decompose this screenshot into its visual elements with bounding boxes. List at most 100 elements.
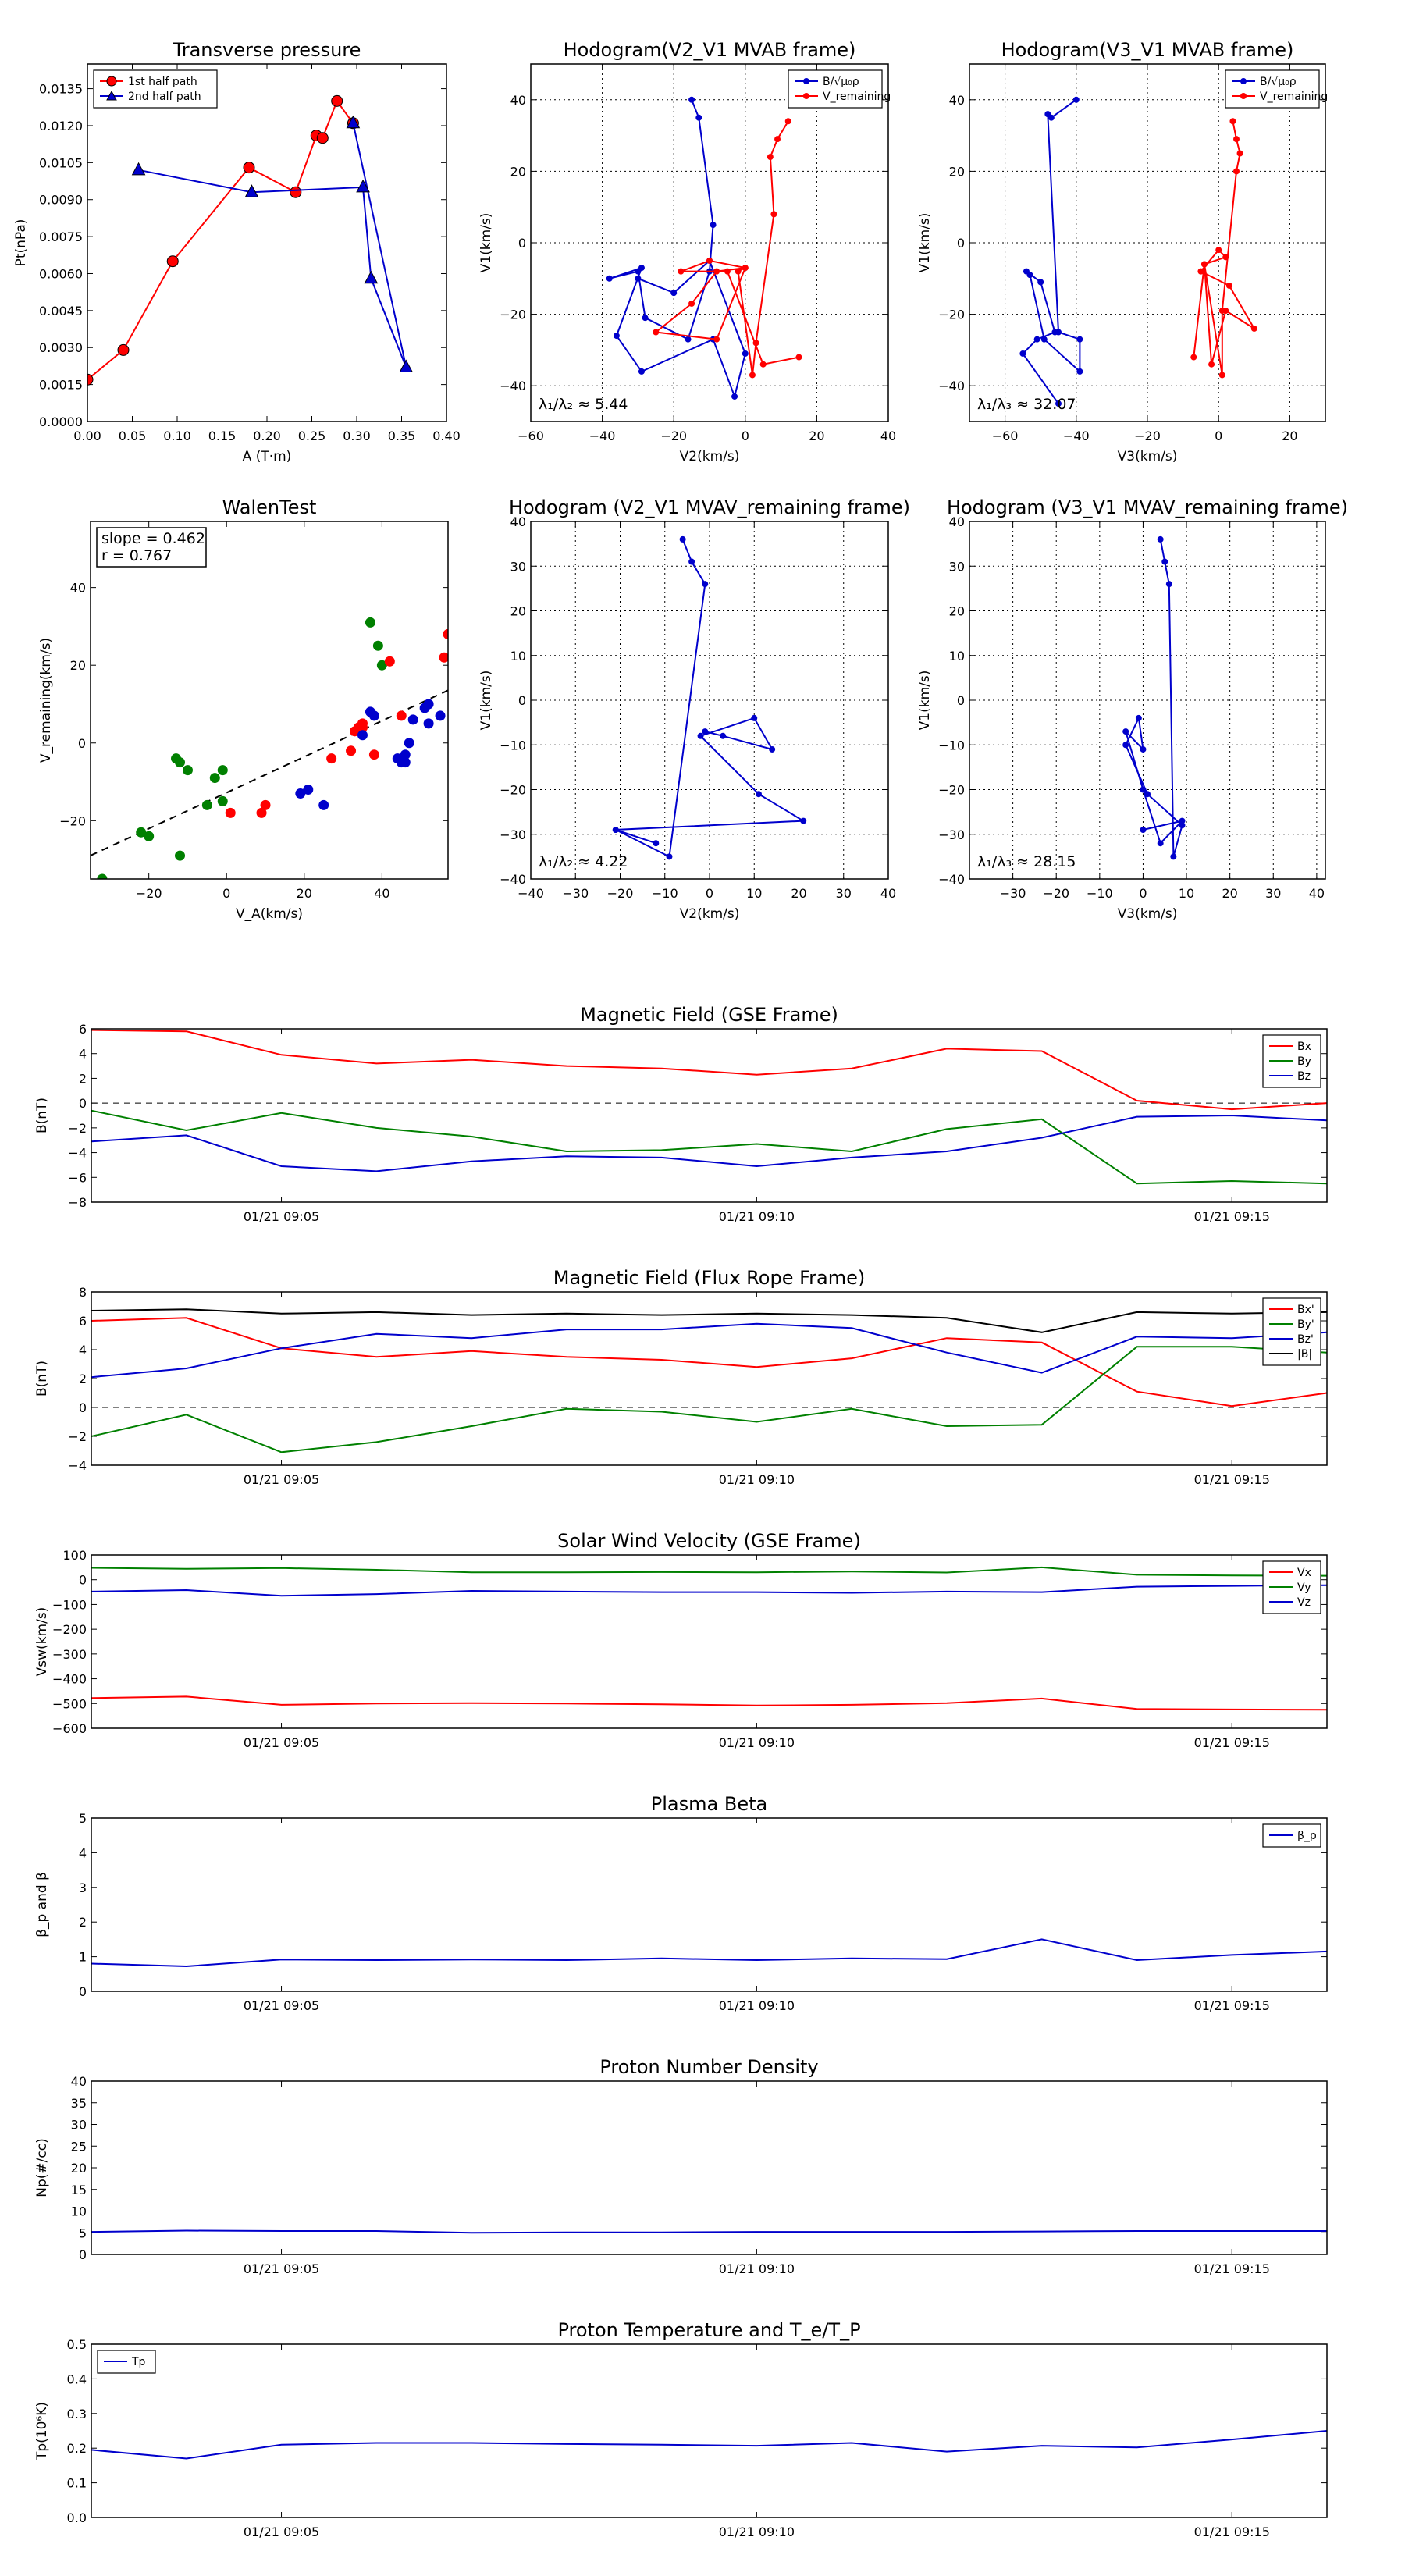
data-point <box>1215 247 1222 254</box>
y-tick-label: 6 <box>79 1022 87 1037</box>
series-v-remaining <box>653 118 802 379</box>
y-tick-label: 0.0015 <box>39 378 83 393</box>
data-point <box>290 186 302 198</box>
x-tick-label: 01/21 09:15 <box>1194 1209 1270 1224</box>
data-point <box>1051 329 1058 336</box>
legend: B/√μ₀ρ V_remaining <box>788 69 891 109</box>
axes: 01/21 09:05 01/21 09:10 01/21 09:15 −600 −50… <box>52 1548 1327 1750</box>
y-tick-label: 15 <box>71 2183 87 2197</box>
x-axis-label: V2(km/s) <box>680 906 740 922</box>
y-tick-label: 0 <box>957 236 965 251</box>
y-tick-label: 0 <box>79 2247 87 2262</box>
data-point <box>612 827 619 834</box>
series-1 <box>612 827 660 847</box>
data-point <box>638 368 645 375</box>
data-point <box>742 350 749 357</box>
x-axis-label: V_A(km/s) <box>236 906 303 922</box>
series-vy <box>91 1566 1327 1577</box>
y-tick-label: −600 <box>52 1721 87 1736</box>
y-tick-label: 40 <box>71 2074 87 2089</box>
data-point <box>364 270 379 284</box>
y-tick-label: −30 <box>938 827 965 842</box>
data-point <box>1161 558 1168 565</box>
x-tick-label: 0 <box>1215 429 1222 443</box>
data-point <box>175 757 185 768</box>
series-1 <box>225 628 448 818</box>
data-point <box>724 268 731 275</box>
y-tick-label: 10 <box>949 649 965 664</box>
axes: 0.00 0.05 0.10 0.15 0.20 0.25 0.30 0.35 0.40 0.00… <box>39 64 461 443</box>
y-tick-label: −20 <box>500 308 526 322</box>
plot-frame <box>530 521 889 880</box>
y-tick-label: −400 <box>52 1672 87 1687</box>
series-2nd-half-path <box>131 115 414 373</box>
data-point <box>774 136 781 143</box>
legend-frame <box>1225 69 1320 109</box>
y-tick-label: 0.0045 <box>39 304 83 318</box>
x-tick-label: 0.30 <box>343 429 371 443</box>
series-by <box>91 1109 1327 1185</box>
legend: Tp <box>97 2350 156 2374</box>
x-tick-label: 40 <box>1309 886 1325 901</box>
series-vz <box>91 1584 1327 1597</box>
y-tick-label: 20 <box>71 2161 87 2176</box>
data-point <box>606 275 613 282</box>
data-point <box>679 535 686 543</box>
y-axis-label: V1(km/s) <box>478 671 494 731</box>
y-tick-label: 0.0000 <box>39 415 83 429</box>
data-point <box>144 831 155 841</box>
series-line <box>91 1346 1327 1453</box>
axes: −40 −30 −20 −10 0 10 20 30 40 −40 −30 −20 −10 0 10 20 30… <box>500 514 896 901</box>
y-tick-label: 25 <box>71 2139 87 2154</box>
axes: −60 −40 −20 0 20 −40 −20 0 20 40 <box>938 64 1325 443</box>
x-tick-label: −10 <box>652 886 678 901</box>
legend: B/√μ₀ρ V_remaining <box>1225 69 1328 109</box>
data-point <box>1170 853 1177 860</box>
data-point <box>752 340 759 347</box>
plot-area <box>1122 535 1186 860</box>
y-tick-label: 4 <box>79 1343 87 1357</box>
data-point <box>1037 279 1044 286</box>
y-tick-label: −40 <box>500 379 526 393</box>
data-point <box>384 656 395 667</box>
y-tick-label: 0 <box>518 236 526 251</box>
chart-title: Hodogram(V2_V1 MVAB frame) <box>564 39 856 61</box>
axes: −60 −40 −20 0 20 40 −40 −20 0 20 40 <box>500 64 896 443</box>
x-tick-label: 01/21 09:10 <box>719 1209 795 1224</box>
legend-entry: 1st half path <box>128 76 197 88</box>
data-point <box>1055 400 1062 407</box>
y-tick-label: 0.3 <box>67 2407 87 2421</box>
x-tick-label: 40 <box>880 429 896 443</box>
series-line <box>91 2430 1327 2460</box>
legend-entry: Vy <box>1297 1582 1311 1594</box>
chart-h1: Hodogram(V2_V1 MVAB frame) −60 −40 −20 0 20 40… <box>478 39 896 464</box>
data-point <box>795 354 802 361</box>
data-point <box>166 255 179 268</box>
x-axis-label: A (T·m) <box>243 449 292 464</box>
legend-marker <box>803 93 809 99</box>
chart-title: Proton Number Density <box>599 2056 818 2078</box>
y-tick-label: 0 <box>957 693 965 708</box>
y-axis-label: Vsw(km/s) <box>34 1607 50 1677</box>
y-tick-label: −2 <box>68 1121 87 1136</box>
y-tick-label: 0 <box>518 693 526 708</box>
y-tick-label: −4 <box>68 1146 87 1161</box>
x-tick-label: 01/21 09:15 <box>1194 1735 1270 1750</box>
y-tick-label: 0.4 <box>67 2371 87 2386</box>
y-tick-label: 5 <box>79 1811 87 1826</box>
series-line <box>91 1308 1327 1333</box>
legend-entry: 2nd half path <box>128 91 201 103</box>
x-axis-label: V3(km/s) <box>1118 449 1178 464</box>
data-point <box>400 757 411 768</box>
x-tick-label: 01/21 09:05 <box>244 2261 319 2276</box>
x-tick-label: 20 <box>791 886 806 901</box>
series-line <box>91 1029 1327 1111</box>
x-tick-label: 01/21 09:10 <box>719 1998 795 2013</box>
series-line <box>609 99 746 400</box>
plot-frame <box>91 1028 1328 1203</box>
series-line <box>138 123 407 368</box>
data-point <box>670 290 678 297</box>
data-point <box>346 115 361 129</box>
plot-area <box>91 2229 1327 2234</box>
series-bx- <box>91 1317 1327 1407</box>
